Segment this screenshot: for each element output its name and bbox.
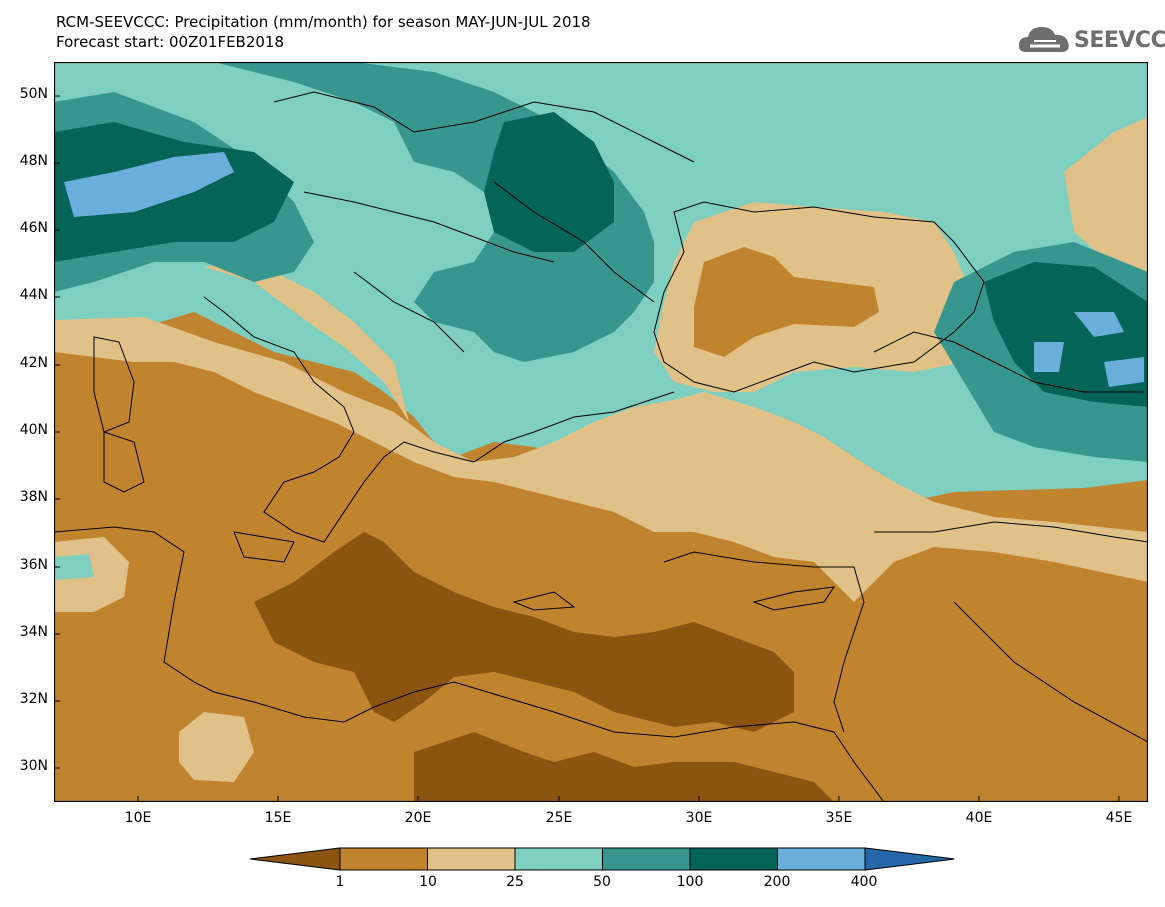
colorbar-tick-10: 10 xyxy=(419,874,437,890)
title-line-2: Forecast start: 00Z01FEB2018 xyxy=(56,33,285,51)
colorbar-svg xyxy=(249,847,956,871)
lon-label-15e: 15E xyxy=(264,810,292,826)
colorbar-segment-1 xyxy=(339,847,428,871)
colorbar-tick-100: 100 xyxy=(676,874,704,890)
lat-label-40n: 40N xyxy=(19,422,48,438)
colorbar-segment-0 xyxy=(249,847,341,871)
colorbar-tick-400: 400 xyxy=(850,874,878,890)
seevccc-logo: SEEVCCC xyxy=(1018,22,1165,58)
colorbar-tick-50: 50 xyxy=(593,874,611,890)
colorbar-segment-2 xyxy=(427,847,516,871)
lat-label-30n: 30N xyxy=(19,758,48,774)
precip-band-10-25-south xyxy=(54,317,1148,602)
colorbar-segment-5 xyxy=(689,847,778,871)
precipitation-map xyxy=(54,62,1148,802)
colorbar-segment-3 xyxy=(514,847,603,871)
logo-text: SEEVCCC xyxy=(1074,28,1165,53)
lat-label-44n: 44N xyxy=(19,287,48,303)
precip-band-200-400-alps xyxy=(64,152,234,217)
lon-label-35e: 35E xyxy=(825,810,853,826)
lon-label-10e: 10E xyxy=(124,810,152,826)
precip-band-10-25-italy xyxy=(204,262,409,422)
precip-colorbar: 1 10 25 50 100 200 400 xyxy=(249,846,956,896)
colorbar-tick-25: 25 xyxy=(506,874,524,890)
lon-label-20e: 20E xyxy=(404,810,432,826)
map-canvas xyxy=(54,62,1148,802)
colorbar-segments xyxy=(249,847,956,871)
precip-band-200-400-caucasus-3 xyxy=(1104,357,1144,387)
precip-band-100-200-carpathians xyxy=(484,112,614,252)
colorbar-segment-6 xyxy=(777,847,866,871)
lat-label-50n: 50N xyxy=(19,86,48,102)
precip-band-200-400-caucasus-2 xyxy=(1034,342,1064,372)
lon-label-25e: 25E xyxy=(545,810,573,826)
lat-label-42n: 42N xyxy=(19,355,48,371)
precip-band-10-25-caspian xyxy=(1064,117,1148,302)
lon-label-45e: 45E xyxy=(1105,810,1133,826)
precip-band-10-25-libya xyxy=(179,712,254,782)
colorbar-segment-4 xyxy=(602,847,691,871)
colorbar-segment-7 xyxy=(864,847,956,871)
lat-label-46n: 46N xyxy=(19,220,48,236)
colorbar-tick-1: 1 xyxy=(335,874,345,890)
lat-label-32n: 32N xyxy=(19,691,48,707)
title-line-1: RCM-SEEVCCC: Precipitation (mm/month) fo… xyxy=(56,13,591,31)
precip-band-1-10-blacksea xyxy=(694,247,879,357)
cloud-icon xyxy=(1018,27,1069,52)
lon-label-30e: 30E xyxy=(685,810,713,826)
precip-band-lt1-egypt xyxy=(414,732,834,802)
lat-label-38n: 38N xyxy=(19,489,48,505)
map-title: RCM-SEEVCCC: Precipitation (mm/month) fo… xyxy=(56,12,591,52)
lon-label-40e: 40E xyxy=(965,810,993,826)
axis-ticks xyxy=(54,95,1120,802)
coastlines xyxy=(54,91,1148,802)
precip-band-200-400-caucasus-1 xyxy=(1074,312,1124,337)
lat-label-34n: 34N xyxy=(19,624,48,640)
lat-label-48n: 48N xyxy=(19,153,48,169)
lat-label-36n: 36N xyxy=(19,557,48,573)
colorbar-tick-200: 200 xyxy=(763,874,791,890)
precip-band-lt1-central-med xyxy=(254,532,794,732)
precip-band-25-50-algeria xyxy=(54,554,94,580)
